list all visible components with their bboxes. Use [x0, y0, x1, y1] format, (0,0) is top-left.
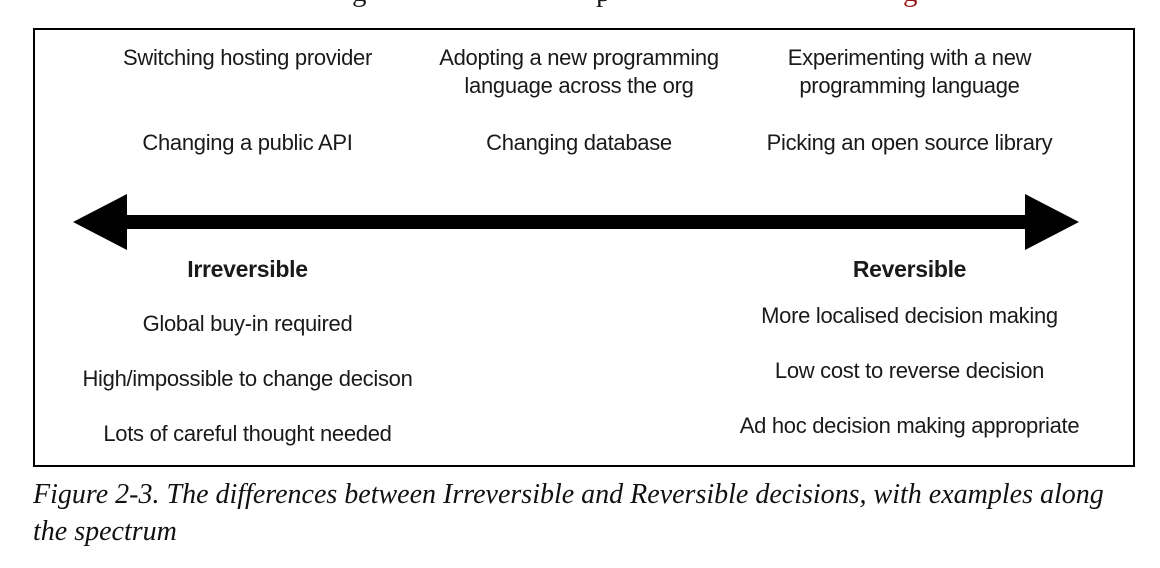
example-middle-1: Adopting a new programming language acro… — [439, 45, 719, 98]
cropped-glyph: p — [596, 0, 611, 7]
reversible-trait: Low cost to reverse decision — [774, 358, 1045, 383]
axis-label-reversible: Reversible — [852, 256, 967, 282]
figure-diagram-box: Switching hosting provider Adopting a ne… — [33, 28, 1135, 467]
example-irreversible-2: Changing a public API — [142, 130, 353, 155]
cropped-glyph: g — [352, 0, 367, 7]
irreversible-trait: Global buy-in required — [142, 311, 353, 336]
figure-caption: Figure 2-3. The differences between Irre… — [33, 479, 1104, 547]
example-reversible-1: Experimenting with a new programming lan… — [787, 45, 1032, 98]
arrow-head-left-icon — [73, 194, 127, 250]
cropped-link-glyph: g — [903, 0, 918, 7]
example-reversible-2: Picking an open source library — [766, 130, 1053, 155]
example-irreversible-1: Switching hosting provider — [122, 45, 372, 70]
irreversible-trait: Lots of careful thought needed — [103, 421, 392, 446]
reversible-trait: Ad hoc decision making appropriate — [739, 413, 1080, 438]
reversible-trait: More localised decision making — [761, 303, 1058, 328]
arrow-shaft — [127, 215, 1025, 229]
axis-label-irreversible: Irreversible — [187, 256, 308, 282]
arrow-head-right-icon — [1025, 194, 1079, 250]
spectrum-arrow — [73, 194, 1079, 250]
example-middle-2: Changing database — [486, 130, 672, 155]
cropped-text-line: g p g — [0, 0, 1160, 9]
irreversible-trait: High/impossible to change decison — [82, 366, 413, 391]
